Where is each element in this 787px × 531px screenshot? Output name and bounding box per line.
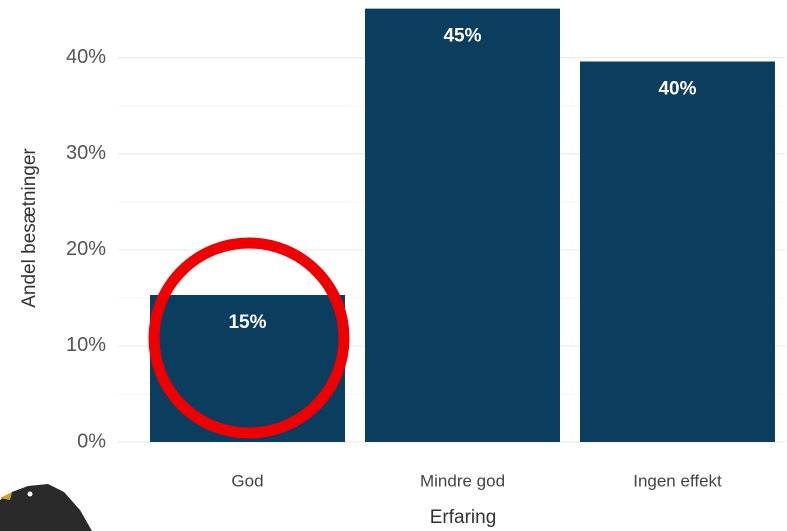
value-label: 45% (443, 26, 481, 47)
value-label: 40% (658, 79, 696, 100)
y-tick-label: 40% (66, 46, 106, 68)
y-tick-label: 20% (66, 238, 106, 260)
marks: God 15% Mindre god 45% Ingen effekt 40% (150, 8, 775, 490)
x-axis-title: Erfaring (430, 507, 497, 528)
value-label: 15% (228, 312, 266, 333)
bar (150, 294, 345, 442)
x-tick-label: Mindre god (420, 471, 505, 490)
bar (580, 61, 775, 442)
bar (365, 8, 560, 442)
bird-illustration (0, 484, 92, 531)
x-tick-label: Ingen effekt (633, 471, 722, 490)
x-tick-label: God (231, 471, 263, 490)
y-tick-label: 10% (66, 334, 106, 356)
y-tick-label: 0% (77, 430, 106, 452)
y-axis-title: Andel besætninger (19, 148, 40, 308)
y-tick-label: 30% (66, 142, 106, 164)
highlight-circle (148, 237, 350, 439)
